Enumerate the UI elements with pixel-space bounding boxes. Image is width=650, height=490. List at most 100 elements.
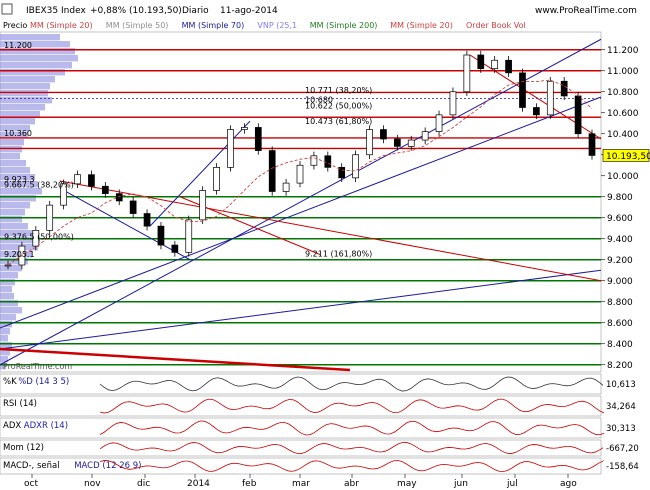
x-tick-label: jul: [506, 479, 518, 489]
candle-body: [101, 185, 109, 194]
header-change: +0,88% (10.193,50): [90, 6, 182, 16]
annotation-label: 10.360: [4, 129, 32, 138]
y-tick-label: 10.400: [607, 130, 639, 140]
volume-profile-bar: [0, 174, 35, 181]
header-site: www.ProRealTime.com: [535, 6, 637, 16]
y-tick-label: 10.600: [607, 109, 639, 119]
candle-body: [435, 114, 443, 132]
candle-body: [282, 182, 290, 192]
indicator-name: %K: [3, 377, 17, 387]
trend-line: [0, 96, 602, 329]
header-square-icon[interactable]: [1, 3, 13, 15]
annotation-label: 10.680: [305, 95, 333, 104]
legend-item: MM (Simple 50): [106, 21, 169, 30]
header-period: Diario: [182, 6, 209, 16]
volume-profile-bar: [0, 202, 30, 209]
indicator-panel: [0, 395, 602, 417]
volume-profile-bar: [0, 111, 40, 118]
candle-body: [46, 204, 54, 231]
candle-body: [546, 80, 554, 116]
y-tick-label: 8.600: [607, 319, 633, 329]
volume-profile-bar: [0, 230, 34, 237]
indicator-panel: [0, 439, 602, 457]
watermark: ProRealTime.com: [3, 362, 72, 371]
annotation-label: 10.473 (61,80%): [305, 117, 372, 126]
candle-body: [213, 167, 220, 191]
header-symbol: IBEX35 Index: [26, 6, 86, 16]
volume-profile-bar: [0, 195, 36, 202]
candle-body: [143, 213, 151, 227]
volume-profile-bar: [0, 307, 22, 314]
volume-profile-bar: [0, 48, 75, 55]
y-tick-label: 11.000: [607, 67, 639, 77]
y-tick-label: 8.200: [607, 361, 633, 371]
y-tick-label: 9.200: [607, 256, 633, 266]
indicator-last-value: -667,20: [606, 444, 639, 454]
candle-body: [574, 95, 582, 135]
volume-profile-bar: [0, 349, 10, 356]
y-tick-label: 8.400: [607, 340, 633, 350]
volume-profile-bar: [0, 321, 12, 328]
candle-body: [421, 131, 429, 141]
candle-body: [407, 139, 415, 147]
volume-profile-bar: [0, 90, 48, 97]
y-axis: 11.20011.00010.80010.60010.40010.20010.0…: [601, 46, 639, 371]
volume-profile-bar: [0, 300, 18, 307]
candle-body: [32, 230, 40, 247]
indicator-last-value: 34,264: [606, 402, 636, 412]
candle-body: [185, 219, 193, 253]
candle-body: [449, 91, 457, 116]
volume-profile-bar: [0, 153, 20, 160]
candle-body: [115, 193, 123, 202]
candle-body: [366, 129, 373, 156]
indicator-value-box: [603, 461, 649, 471]
candle-body: [74, 174, 81, 185]
x-tick-label: dic: [137, 479, 150, 489]
indicator-value-box: [603, 379, 649, 389]
volume-profile-bar: [0, 118, 35, 125]
volume-profile-bar: [0, 223, 28, 230]
candle-body: [227, 129, 234, 168]
x-tick-label: jun: [453, 479, 468, 489]
candle-body: [88, 174, 95, 187]
volume-profile-bar: [0, 293, 14, 300]
volume-profile-bar: [0, 265, 22, 272]
horizontal-levels: [0, 49, 601, 366]
candle-body: [60, 183, 67, 206]
volume-profile: [0, 34, 78, 370]
indicator-line: [99, 376, 605, 392]
indicator-last-value: -158,64: [606, 462, 639, 472]
volume-profile-bar: [0, 125, 30, 132]
y-tick-label: 8.800: [607, 298, 633, 308]
legend-item: Order Book Vol: [466, 21, 526, 30]
indicator-line: [99, 460, 605, 473]
indicator-last-value: 30,313: [606, 424, 636, 434]
indicator-name: RSI (14): [3, 399, 37, 409]
annotation-label: 11.200: [4, 41, 32, 50]
x-tick-label: 2014: [187, 479, 210, 489]
y-tick-label: 10.800: [607, 88, 639, 98]
indicator-line: [99, 442, 605, 454]
candle-body: [533, 107, 540, 116]
legend-item: MM (Simple 20): [390, 21, 453, 30]
trend-line: [0, 347, 351, 372]
annotation-label: 9.376.5 (50,00%): [4, 232, 74, 241]
annotations: 10.771 (38,20%) 10.622 (50,00%) 10.473 (61…: [4, 41, 372, 259]
volume-profile-bar: [0, 55, 78, 62]
candle-body: [463, 54, 471, 93]
candle-body: [560, 80, 568, 97]
x-tick-label: ago: [560, 479, 577, 489]
indicator-name: Mom (12): [3, 443, 44, 453]
volume-profile-bar: [0, 139, 24, 146]
volume-profile-bar: [0, 314, 16, 321]
candle-body: [477, 54, 485, 69]
header-bar: IBEX35 Index +0,88% (10.193,50) Diario 1…: [1, 3, 637, 16]
y-tick-label: 11.200: [607, 46, 639, 56]
candle-body: [352, 154, 359, 179]
x-tick-label: mar: [292, 479, 310, 489]
indicator-value-box: [603, 423, 649, 433]
annotation-label: 9.923.3: [4, 175, 35, 184]
annotation-label: 9.205.1: [4, 250, 35, 259]
